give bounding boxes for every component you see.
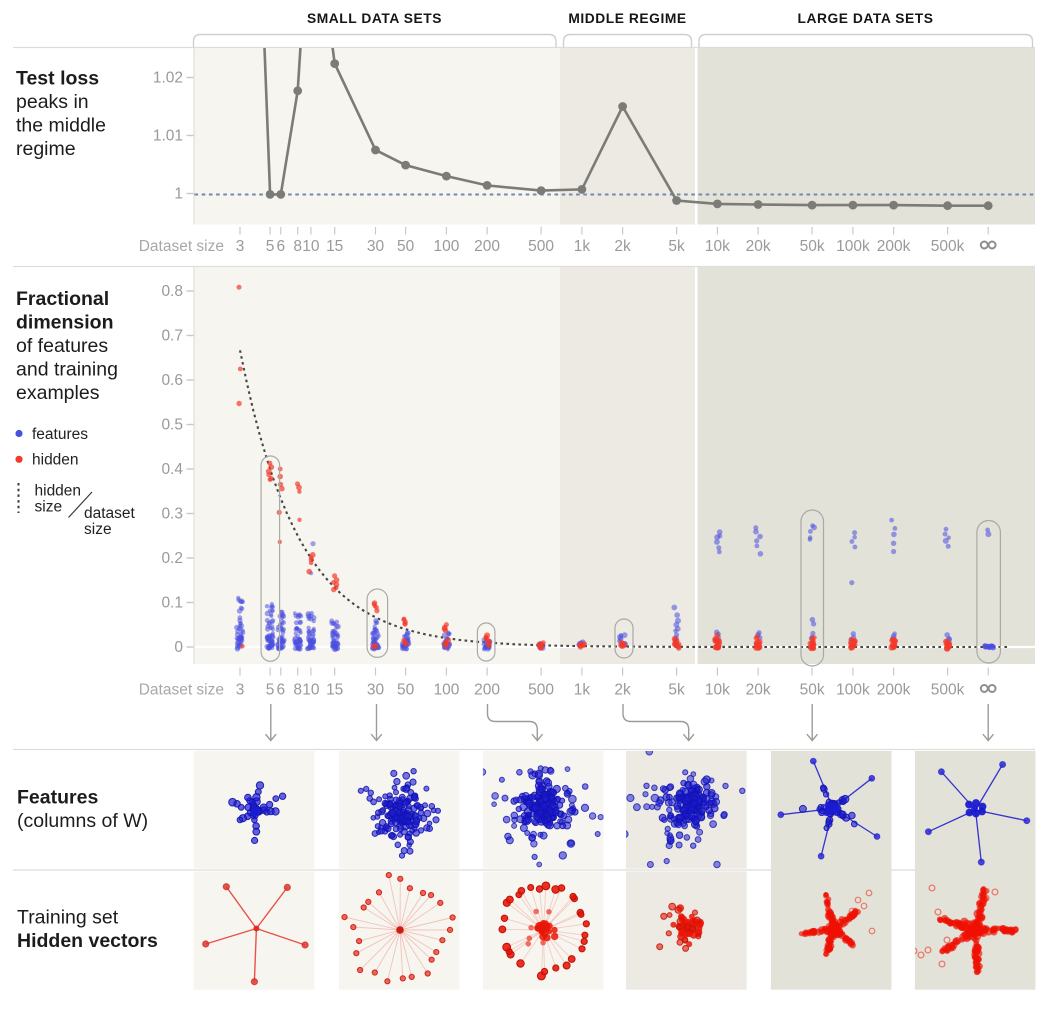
- svg-text:8: 8: [293, 238, 302, 255]
- svg-text:100k: 100k: [836, 682, 870, 699]
- svg-text:200k: 200k: [877, 238, 911, 255]
- svg-text:size: size: [35, 499, 63, 516]
- svg-text:100: 100: [433, 682, 459, 699]
- svg-text:0.3: 0.3: [161, 506, 183, 523]
- svg-text:5k: 5k: [668, 238, 685, 255]
- svg-text:10: 10: [302, 682, 320, 699]
- svg-text:50k: 50k: [800, 238, 825, 255]
- svg-text:features: features: [32, 426, 88, 443]
- svg-text:15: 15: [326, 682, 343, 699]
- svg-text:10k: 10k: [705, 682, 730, 699]
- svg-text:Hidden vectors: Hidden vectors: [17, 930, 158, 952]
- svg-text:and training: and training: [16, 359, 118, 381]
- svg-text:8: 8: [293, 682, 302, 699]
- svg-text:the middle: the middle: [16, 115, 106, 137]
- svg-text:0.6: 0.6: [161, 372, 183, 389]
- svg-text:100k: 100k: [836, 238, 870, 255]
- svg-text:Dataset size: Dataset size: [139, 238, 224, 255]
- svg-text:1.02: 1.02: [153, 70, 183, 87]
- svg-text:0.4: 0.4: [161, 461, 183, 478]
- svg-text:0.8: 0.8: [161, 283, 183, 300]
- svg-text:500k: 500k: [931, 682, 965, 699]
- svg-text:500: 500: [528, 238, 554, 255]
- svg-text:0: 0: [174, 639, 183, 656]
- svg-text:2k: 2k: [614, 238, 631, 255]
- svg-text:10: 10: [302, 238, 320, 255]
- svg-text:0.1: 0.1: [161, 595, 183, 612]
- svg-text:0.7: 0.7: [161, 328, 183, 345]
- svg-text:1k: 1k: [574, 238, 591, 255]
- svg-text:200: 200: [474, 238, 500, 255]
- svg-text:size: size: [84, 521, 112, 538]
- svg-text:Features: Features: [17, 787, 98, 809]
- svg-text:examples: examples: [16, 382, 100, 404]
- svg-text:50: 50: [397, 238, 415, 255]
- svg-text:0.2: 0.2: [161, 550, 183, 567]
- svg-text:100: 100: [433, 238, 459, 255]
- svg-text:3: 3: [236, 238, 245, 255]
- svg-text:1.01: 1.01: [153, 128, 183, 145]
- svg-text:hidden: hidden: [35, 483, 82, 500]
- svg-text:5: 5: [266, 238, 275, 255]
- svg-text:SMALL DATA SETS: SMALL DATA SETS: [307, 11, 442, 26]
- svg-text:0.5: 0.5: [161, 417, 183, 434]
- svg-text:50: 50: [397, 682, 415, 699]
- svg-text:peaks in: peaks in: [16, 91, 89, 113]
- svg-text:6: 6: [276, 682, 285, 699]
- svg-text:MIDDLE REGIME: MIDDLE REGIME: [568, 11, 686, 26]
- svg-text:10k: 10k: [705, 238, 730, 255]
- svg-text:of features: of features: [16, 335, 108, 357]
- svg-text:5: 5: [266, 682, 275, 699]
- svg-text:2k: 2k: [614, 682, 631, 699]
- svg-text:500: 500: [528, 682, 554, 699]
- svg-text:200k: 200k: [877, 682, 911, 699]
- svg-text:1k: 1k: [574, 682, 591, 699]
- svg-text:200: 200: [474, 682, 500, 699]
- svg-text:Fractional: Fractional: [16, 288, 109, 310]
- svg-text:dimension: dimension: [16, 312, 114, 334]
- svg-text:20k: 20k: [746, 238, 771, 255]
- svg-text:15: 15: [326, 238, 343, 255]
- svg-text:Training set: Training set: [17, 907, 119, 929]
- svg-text:30: 30: [367, 682, 385, 699]
- svg-text:20k: 20k: [746, 682, 771, 699]
- svg-text:dataset: dataset: [84, 505, 136, 522]
- svg-text:30: 30: [367, 238, 385, 255]
- svg-text:Dataset size: Dataset size: [139, 682, 224, 699]
- svg-text:50k: 50k: [800, 682, 825, 699]
- svg-text:6: 6: [276, 238, 285, 255]
- svg-text:LARGE DATA SETS: LARGE DATA SETS: [798, 11, 934, 26]
- svg-text:1: 1: [174, 186, 183, 203]
- svg-text:regime: regime: [16, 138, 76, 160]
- svg-text:hidden: hidden: [32, 452, 79, 469]
- svg-text:Test loss: Test loss: [16, 68, 99, 90]
- svg-text:5k: 5k: [668, 682, 685, 699]
- svg-text:3: 3: [236, 682, 245, 699]
- svg-text:(columns of W): (columns of W): [17, 810, 148, 832]
- svg-text:500k: 500k: [931, 238, 965, 255]
